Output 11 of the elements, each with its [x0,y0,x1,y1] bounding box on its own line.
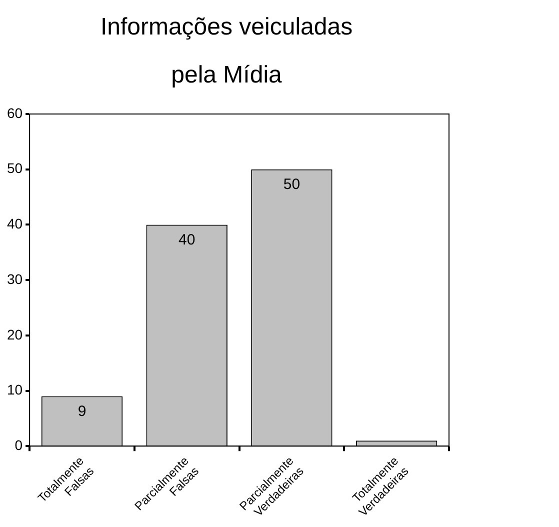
y-tick-label: 0 [14,436,23,453]
y-tick-label: 60 [6,104,23,121]
y-tick-label: 40 [6,216,23,232]
y-tick-label: 30 [6,270,23,287]
y-tick-label: 50 [6,160,23,176]
y-tick-label: 20 [6,326,23,342]
data-label: 9 [78,402,86,420]
chart-title: Informações veiculadas pela Mídia [100,14,353,89]
data-label: 40 [178,231,196,248]
data-label: 50 [283,176,300,193]
y-tick-label: 10 [6,382,23,398]
